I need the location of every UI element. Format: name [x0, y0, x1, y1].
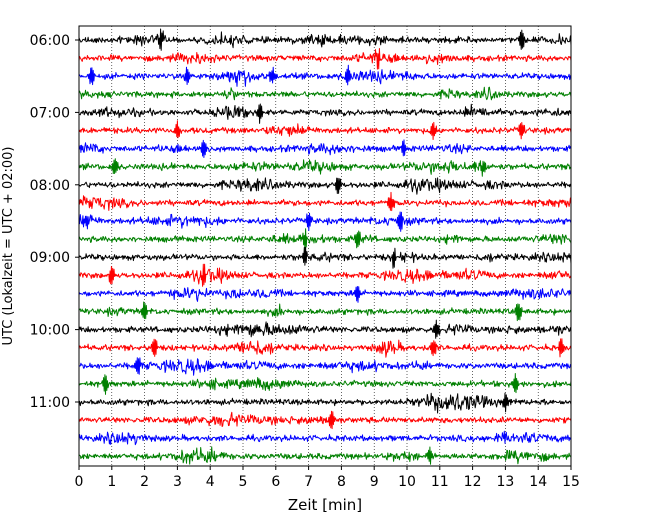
x-tick-label: 9	[370, 474, 379, 490]
y-tick-label: 10:00	[30, 323, 70, 339]
trace-row-1100	[78, 392, 572, 414]
x-axis-ticks: 0 1 2 3 4 5 6 7 8 9 10 11 12 13 14 15	[75, 466, 580, 490]
trace-row-0930	[78, 286, 572, 303]
y-axis-ticks: 06:00 07:00 08:00 09:00 10:00 11:00	[30, 33, 79, 411]
trace-row-0815	[78, 191, 572, 212]
y-axis-label: UTC (Lokalzeit = UTC + 02:00)	[1, 147, 16, 346]
plot-frame	[78, 25, 572, 467]
y-tick-label: 09:00	[30, 250, 70, 266]
trace-row-0945	[78, 301, 572, 322]
x-tick-label: 2	[140, 474, 149, 490]
trace-row-1130	[78, 430, 572, 446]
trace-row-0845	[78, 228, 572, 251]
trace-row-1030	[78, 357, 572, 376]
minute-grid	[111, 26, 539, 466]
x-tick-label: 14	[529, 474, 547, 490]
x-tick-label: 4	[206, 474, 215, 490]
trace-row-0600	[78, 28, 572, 51]
y-tick-label: 11:00	[30, 395, 70, 411]
x-tick-label: 8	[337, 474, 346, 490]
x-tick-label: 3	[173, 474, 182, 490]
x-tick-label: 13	[496, 474, 514, 490]
trace-row-1115	[78, 410, 572, 430]
trace-row-0745	[78, 158, 572, 177]
y-tick-label: 06:00	[30, 33, 70, 49]
x-tick-label: 1	[107, 474, 116, 490]
x-tick-label: 12	[464, 474, 482, 490]
trace-row-0630	[78, 64, 572, 87]
trace-row-0900	[78, 246, 572, 269]
x-tick-label: 5	[239, 474, 248, 490]
trace-row-0830	[78, 211, 572, 232]
trace-row-0715	[78, 120, 572, 140]
x-tick-label: 10	[398, 474, 416, 490]
trace-row-1000	[78, 319, 572, 339]
x-tick-label: 0	[75, 474, 84, 490]
x-tick-label: 6	[271, 474, 280, 490]
trace-row-0615	[78, 48, 572, 70]
x-tick-label: 7	[304, 474, 313, 490]
trace-row-0800	[78, 177, 572, 195]
trace-row-0645	[78, 86, 572, 101]
seismogram-traces	[78, 28, 572, 465]
trace-row-1045	[78, 373, 572, 395]
trace-row-0700	[78, 103, 572, 124]
y-tick-label: 08:00	[30, 178, 70, 194]
y-tick-label: 07:00	[30, 105, 70, 121]
trace-row-0730	[78, 139, 572, 158]
x-tick-label: 15	[562, 474, 580, 490]
trace-row-1145	[78, 446, 572, 465]
x-axis-label: Zeit [min]	[288, 496, 362, 514]
x-tick-label: 11	[431, 474, 449, 490]
trace-row-0915	[78, 263, 572, 287]
trace-row-1015	[78, 338, 571, 358]
